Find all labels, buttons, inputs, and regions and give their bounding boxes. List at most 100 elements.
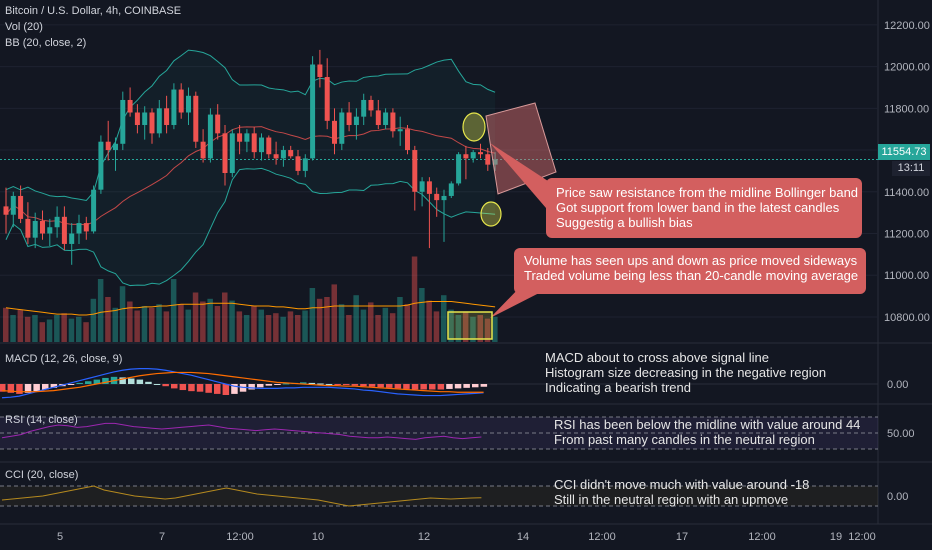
- candle-body: [310, 64, 316, 159]
- candle-body: [10, 195, 16, 215]
- volume-callout-box: [514, 248, 866, 294]
- candle-body: [171, 89, 177, 126]
- rsi-line: [1, 422, 482, 440]
- volume-bar: [178, 304, 184, 342]
- countdown-tag: 13:11: [892, 161, 930, 176]
- volume-bar: [433, 311, 440, 342]
- rsi-tick-label: 50.00: [887, 428, 915, 440]
- candle-body: [134, 112, 140, 126]
- candle-body: [120, 99, 126, 144]
- volume-bar: [222, 292, 228, 342]
- rsi-annotation: RSI has been below the midline with valu…: [554, 417, 861, 447]
- macd-histogram-bar: [102, 377, 109, 384]
- macd-histogram-bar: [351, 384, 359, 386]
- bollinger-upper: [5, 49, 496, 201]
- volume-annotation: Volume has seen ups and down as price mo…: [524, 253, 859, 283]
- candle-body: [222, 133, 228, 173]
- macd-histogram-bar: [308, 382, 316, 384]
- candle-body: [485, 154, 491, 165]
- candle-body: [339, 112, 345, 144]
- macd-histogram-bar: [50, 384, 58, 388]
- volume-bar: [105, 297, 111, 342]
- candle-body: [470, 152, 476, 159]
- macd-histogram-bar: [128, 378, 135, 384]
- rsi-legend: RSI (14, close): [5, 414, 78, 426]
- candle-body: [61, 216, 67, 244]
- volume-bar: [243, 315, 250, 342]
- volume-bar: [302, 310, 308, 342]
- price-tick-label: 11000.00: [884, 270, 929, 282]
- candle-body: [83, 223, 89, 232]
- volume-bar: [287, 311, 294, 342]
- macd-histogram-bar: [429, 384, 436, 390]
- macd-histogram-bar: [162, 384, 169, 387]
- macd-histogram-bar: [334, 384, 341, 385]
- macd-histogram-bar: [214, 384, 221, 394]
- macd-histogram-bar: [368, 384, 376, 387]
- candle-body: [478, 152, 483, 155]
- macd-histogram-bar: [265, 384, 273, 386]
- volume-bar: [448, 309, 454, 342]
- candle-body: [207, 114, 213, 159]
- candle-body: [244, 133, 250, 142]
- macd-histogram-bar: [257, 384, 264, 388]
- volume-bar: [353, 295, 359, 342]
- macd-histogram-bar: [343, 384, 350, 386]
- candle-body: [40, 220, 45, 234]
- macd-histogram-bar: [386, 384, 393, 388]
- macd-histogram-bar: [248, 384, 255, 390]
- volume-bar: [97, 279, 104, 342]
- time-tick-label: 5: [57, 531, 63, 543]
- macd-histogram-bar: [205, 384, 212, 393]
- candle-body: [54, 216, 60, 228]
- price-tick-label: 12200.00: [884, 20, 930, 32]
- candle-body: [288, 150, 294, 157]
- current-price-tag: 11554.73: [878, 144, 930, 160]
- macd-annotation: MACD about to cross above signal line Hi…: [545, 350, 827, 395]
- macd-histogram-bar: [282, 383, 290, 385]
- volume-bar: [331, 284, 337, 342]
- volume-bar: [90, 298, 97, 342]
- volume-bar: [470, 316, 476, 342]
- macd-histogram-bar: [153, 384, 161, 385]
- candle-body: [193, 95, 199, 142]
- macd-legend: MACD (12, 26, close, 9): [5, 353, 123, 365]
- candle-body: [463, 154, 469, 159]
- cci-band: [0, 486, 878, 506]
- candle-body: [76, 223, 82, 234]
- volume-bar: [492, 316, 498, 342]
- volume-bar: [134, 310, 140, 342]
- volume-bar: [156, 304, 162, 342]
- volume-bar: [368, 302, 374, 342]
- volume-bar: [163, 311, 170, 342]
- volume-bar: [462, 311, 469, 342]
- time-tick-label: 10: [312, 531, 324, 543]
- candle-body: [273, 154, 279, 159]
- volume-bar: [426, 300, 432, 342]
- candle-body: [405, 129, 410, 151]
- macd-histogram-bar: [67, 384, 75, 385]
- candle-body: [251, 133, 257, 153]
- price-tick-label: 12000.00: [884, 62, 930, 74]
- volume-bar: [265, 315, 272, 342]
- volume-bar: [39, 322, 45, 342]
- volume-bar: [229, 300, 235, 342]
- macd-histogram-bar: [403, 384, 410, 389]
- volume-bar: [76, 316, 82, 342]
- price-tick-label: 11800.00: [884, 103, 929, 115]
- candle-body: [186, 95, 191, 113]
- macd-histogram-bar: [472, 384, 479, 388]
- time-tick-label: 12: [418, 531, 430, 543]
- candle-body: [317, 64, 323, 78]
- cci-tick-label: 0.00: [887, 491, 908, 503]
- price-tick-label: 11200.00: [884, 229, 929, 241]
- macd-histogram-bar: [7, 384, 15, 393]
- candle-body: [456, 154, 462, 184]
- volume-bar: [170, 279, 177, 342]
- volume-bar: [309, 288, 316, 342]
- candle-body: [434, 193, 440, 201]
- volume-bars: [3, 256, 498, 342]
- volume-bar: [61, 313, 67, 342]
- candle-body: [441, 195, 447, 201]
